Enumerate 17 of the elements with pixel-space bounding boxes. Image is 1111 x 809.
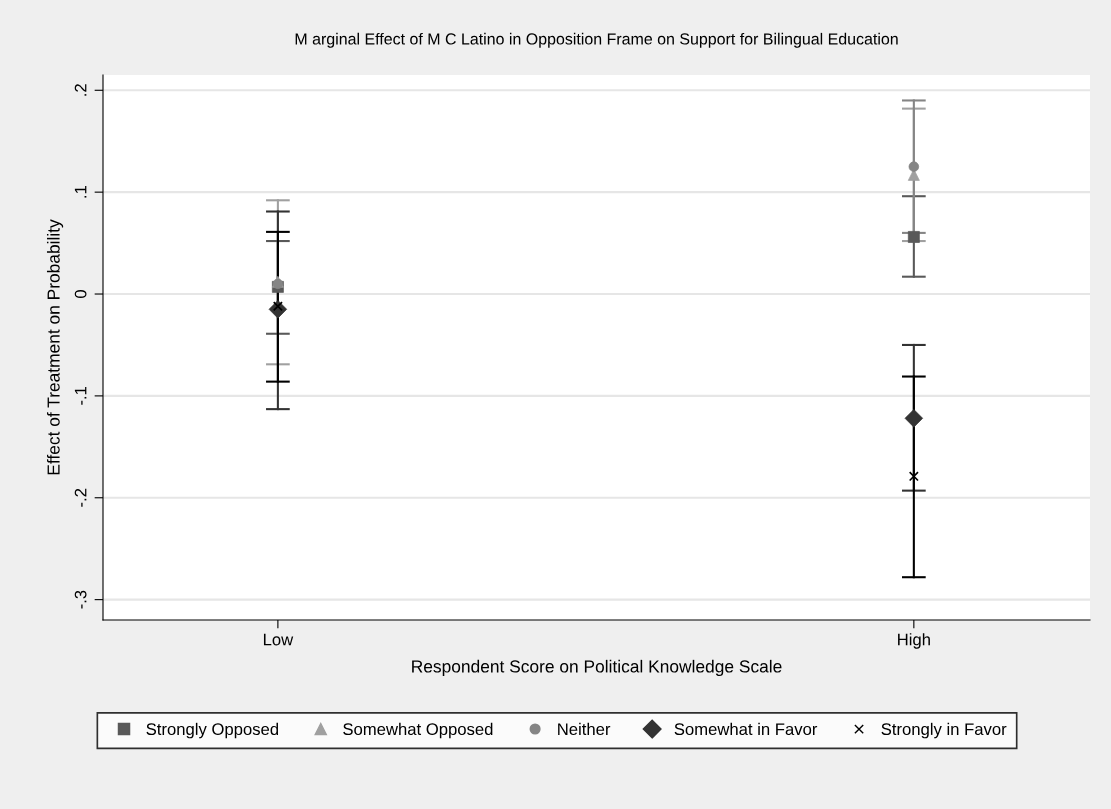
legend-label: Strongly in Favor	[881, 722, 1007, 739]
y-tick-label: -.1	[74, 386, 87, 405]
point	[908, 471, 919, 482]
chart-title: M arginal Effect of M C Latino in Opposition Frame on Support for Bilingual Education	[295, 32, 898, 48]
legend-label: Somewhat in Favor	[674, 722, 818, 736]
y-tick-label: -.3	[74, 590, 87, 609]
x-tick-label: High	[898, 633, 930, 649]
y-axis-title: Effect of Treatment on Probability	[46, 219, 64, 475]
y-tick-label: .2	[74, 84, 87, 96]
y-tick-label: -.2	[74, 488, 87, 507]
legend-label: Neither	[558, 722, 611, 736]
y-tick-label: 0	[74, 290, 87, 298]
legend-label: Strongly Opposed	[146, 722, 279, 739]
x-tick-label: Low	[263, 633, 294, 646]
y-tick-label: .1	[74, 186, 87, 198]
x-axis-title: Respondent Score on Political Knowledge Scale	[412, 659, 782, 677]
legend-label: Somewhat Opposed	[343, 722, 493, 739]
